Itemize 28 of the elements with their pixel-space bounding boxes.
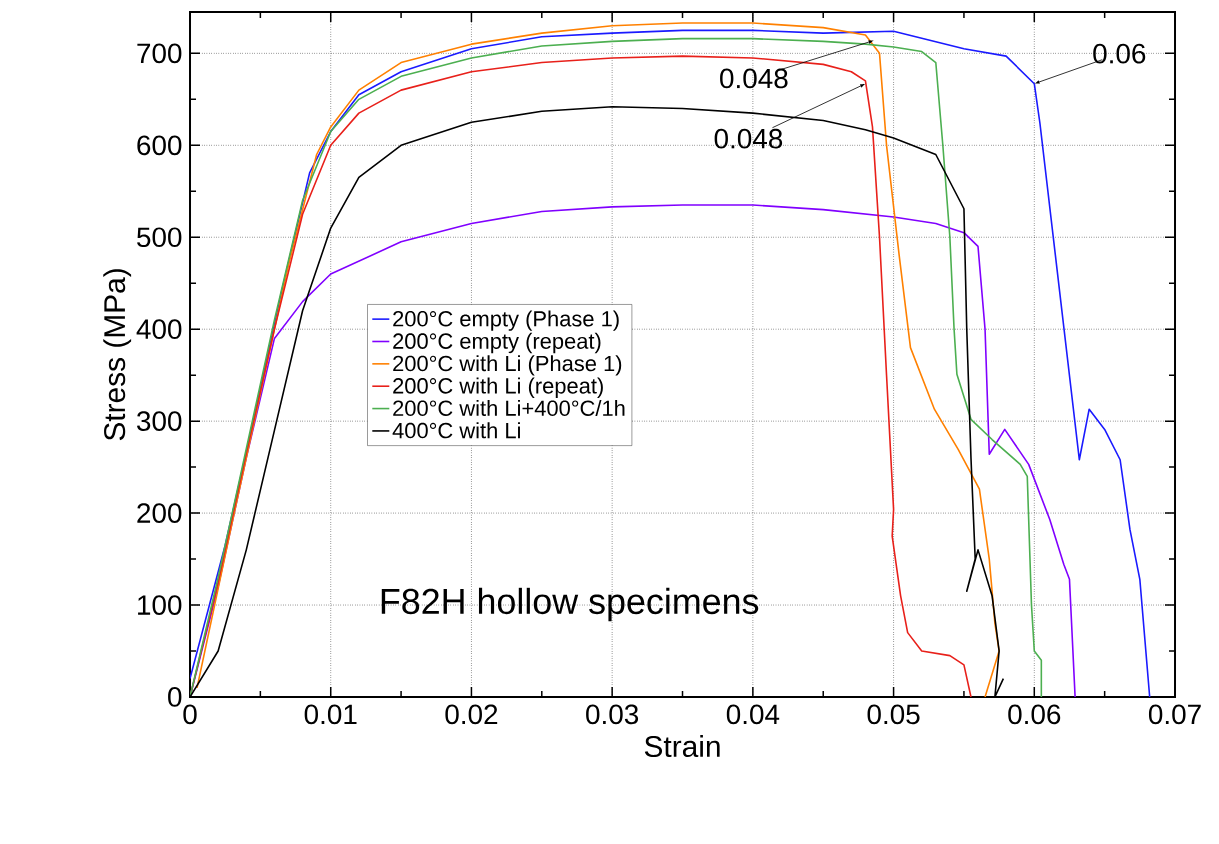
annotation: 0.06 bbox=[1093, 43, 1146, 64]
legend-label: 200°C with Li+400°C/1h bbox=[393, 399, 625, 416]
legend-label: 200°C empty (repeat) bbox=[393, 332, 601, 354]
y-tick-label: 100 bbox=[138, 595, 182, 615]
y-tick-label: 0 bbox=[168, 687, 182, 707]
x-axis-title: Strain bbox=[644, 735, 720, 758]
x-tick-label: 0.02 bbox=[445, 704, 498, 725]
y-axis-title: Stress (MPa) bbox=[103, 269, 132, 441]
x-tick-label: 0.06 bbox=[1008, 704, 1061, 725]
x-tick-label: 0.01 bbox=[304, 704, 357, 725]
legend-label: 200°C empty (Phase 1) bbox=[393, 310, 619, 331]
y-tick-label: 500 bbox=[137, 227, 182, 248]
x-tick-label: 0.07 bbox=[1148, 704, 1201, 725]
x-tick-label: 0 bbox=[183, 704, 197, 725]
annotation: F82H hollow specimens bbox=[381, 587, 759, 622]
y-tick-label: 300 bbox=[137, 411, 182, 432]
x-tick-label: 0.03 bbox=[586, 704, 639, 725]
y-tick-label: 200 bbox=[137, 503, 182, 523]
legend-label: 400°C with Li bbox=[392, 422, 520, 439]
annotation: 0.048 bbox=[720, 68, 788, 89]
y-tick-label: 600 bbox=[137, 135, 182, 156]
x-tick-label: 0.05 bbox=[867, 704, 920, 725]
y-tick-label: 700 bbox=[137, 43, 182, 64]
y-tick-label: 400 bbox=[136, 319, 182, 340]
legend-label: 200°C with Li (repeat) bbox=[393, 377, 603, 398]
annotation: 0.048 bbox=[714, 128, 783, 149]
x-tick-label: 0.04 bbox=[726, 704, 780, 725]
legend-label: 200°C with Li (Phase 1) bbox=[393, 355, 622, 376]
